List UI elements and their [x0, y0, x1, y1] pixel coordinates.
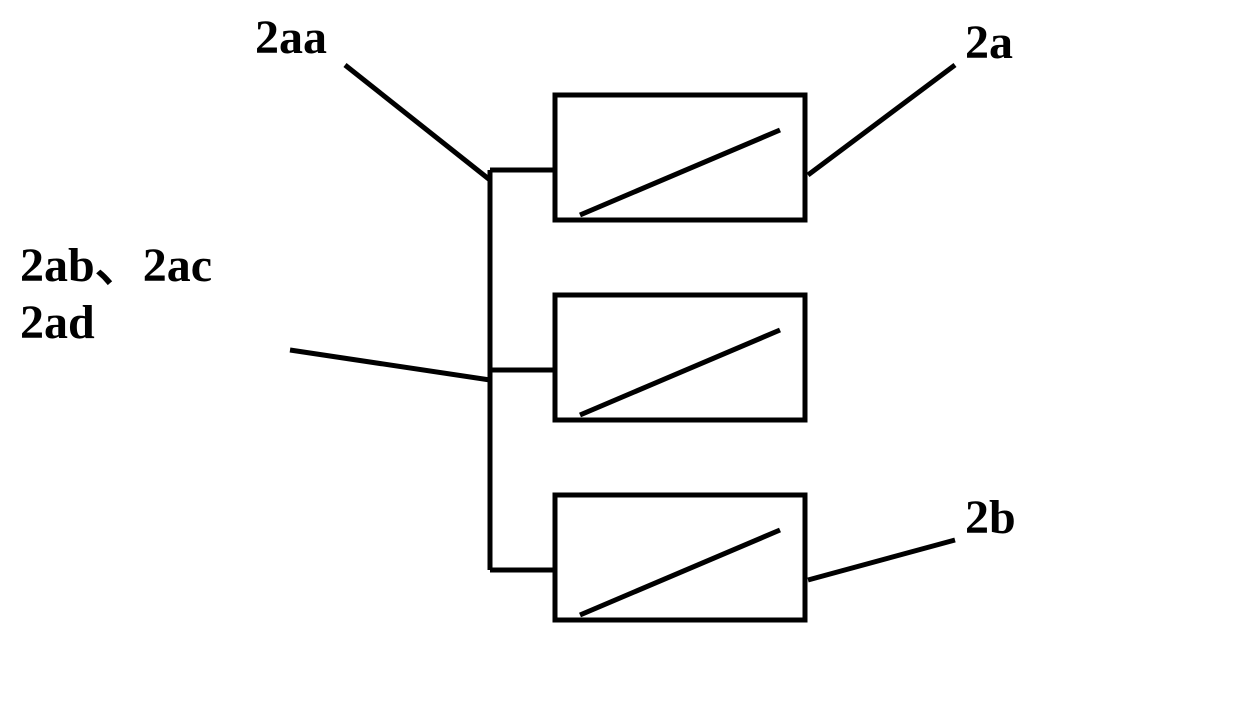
schematic-svg: [0, 0, 1239, 726]
label-2aa: 2aa: [255, 10, 327, 65]
label-2b: 2b: [965, 490, 1016, 545]
label-2a: 2a: [965, 15, 1013, 70]
label-2ab-2ac: 2ab、2ac: [20, 225, 212, 295]
label-2ad: 2ad: [20, 295, 95, 350]
